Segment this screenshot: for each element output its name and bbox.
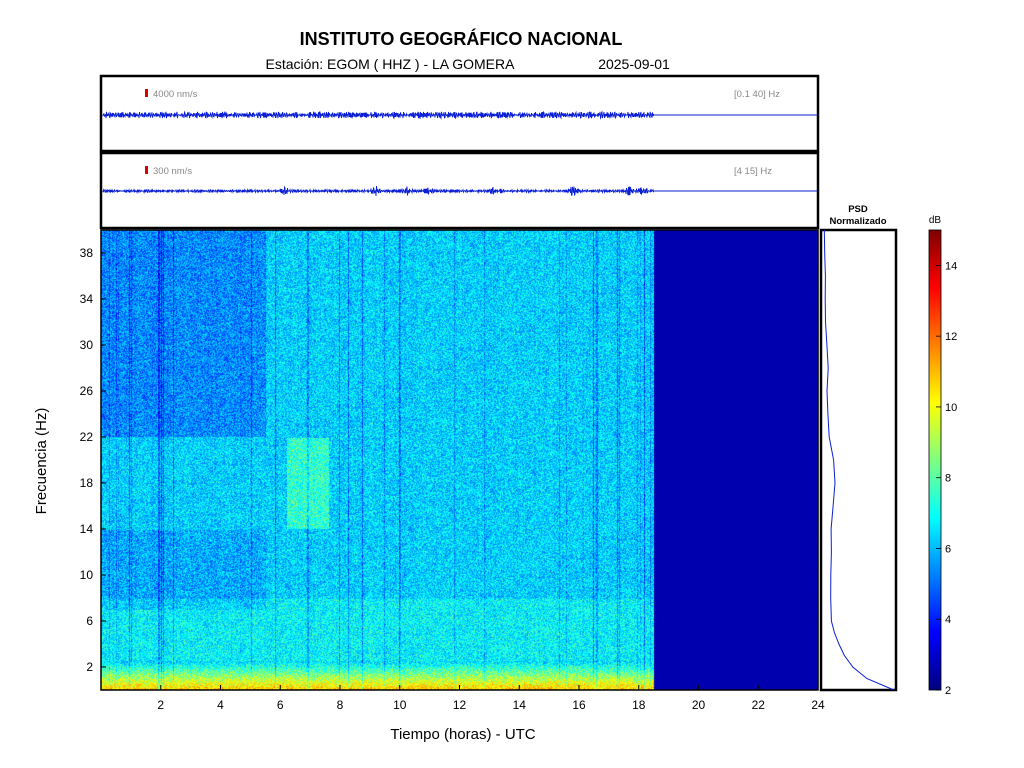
x-tick-label: 14 [513, 698, 527, 712]
psd-title-line-1: PSD [848, 204, 868, 215]
scale-label-2: 300 nm/s [153, 166, 192, 177]
station-label: Estación: EGOM ( HHZ ) - LA GOMERA [266, 56, 516, 72]
colorbar-tick-label: 2 [945, 685, 951, 697]
colorbar-label: dB [929, 215, 942, 226]
band-label-1: [0.1 40] Hz [734, 89, 780, 100]
x-tick-label: 6 [277, 698, 284, 712]
psd-title-line-2: Normalizado [829, 216, 886, 227]
x-tick-label: 8 [337, 698, 344, 712]
y-axis-label: Frecuencia (Hz) [33, 408, 50, 515]
scale-bar-1 [145, 89, 148, 97]
x-tick-label: 12 [453, 698, 467, 712]
y-tick-label: 22 [80, 430, 94, 444]
spectrogram-image [101, 230, 818, 690]
x-tick-label: 2 [157, 698, 164, 712]
colorbar: dB 2 4 6 8 10 12 14 [928, 215, 957, 697]
x-tick-label: 10 [393, 698, 407, 712]
x-tick-label: 16 [572, 698, 586, 712]
colorbar-tick-label: 4 [945, 614, 951, 626]
y-tick-label: 26 [80, 384, 94, 398]
scale-bar-2 [145, 166, 148, 174]
x-tick-label: 4 [217, 698, 224, 712]
colorbar-tick-label: 8 [945, 473, 951, 485]
date-label: 2025-09-01 [598, 56, 670, 72]
y-tick-label: 38 [80, 246, 94, 260]
colorbar-tick-label: 12 [945, 331, 957, 343]
colorbar-ticks: 2 4 6 8 10 12 14 [936, 260, 957, 697]
colorbar-tick-label: 10 [945, 402, 957, 414]
band-label-2: [4 15] Hz [734, 166, 772, 177]
x-axis-label: Tiempo (horas) - UTC [390, 726, 535, 743]
colorbar-gradient [928, 229, 942, 691]
y-tick-label: 30 [80, 338, 94, 352]
psd-frame [819, 228, 898, 692]
psd-panel: PSD Normalizado [819, 204, 898, 692]
seismogram-highpass: 300 nm/s [4 15] Hz [99, 151, 820, 230]
spectrogram: 2 4 6 8 10 12 14 16 18 20 22 24 261014182226303438 … [33, 229, 825, 743]
x-tick-label: 20 [692, 698, 706, 712]
psd-curve [823, 229, 895, 691]
seismogram-broadband: 4000 nm/s [0.1 40] Hz [99, 74, 820, 153]
x-tick-label: 22 [752, 698, 766, 712]
y-tick-label: 14 [80, 522, 94, 536]
y-tick-label: 18 [80, 476, 94, 490]
x-tick-label: 24 [811, 698, 825, 712]
figure-title: INSTITUTO GEOGRÁFICO NACIONAL [300, 28, 623, 49]
y-tick-label: 10 [80, 568, 94, 582]
trace-2 [102, 185, 817, 197]
y-tick-label: 2 [86, 660, 93, 674]
scale-label-1: 4000 nm/s [153, 89, 198, 100]
x-tick-label: 18 [632, 698, 646, 712]
x-axis-ticks: 2 4 6 8 10 12 14 16 18 20 22 24 [157, 685, 825, 712]
y-tick-label: 6 [86, 614, 93, 628]
colorbar-tick-label: 6 [945, 543, 951, 555]
y-tick-label: 34 [80, 292, 94, 306]
trace-1 [102, 110, 817, 120]
colorbar-tick-label: 14 [945, 260, 957, 272]
